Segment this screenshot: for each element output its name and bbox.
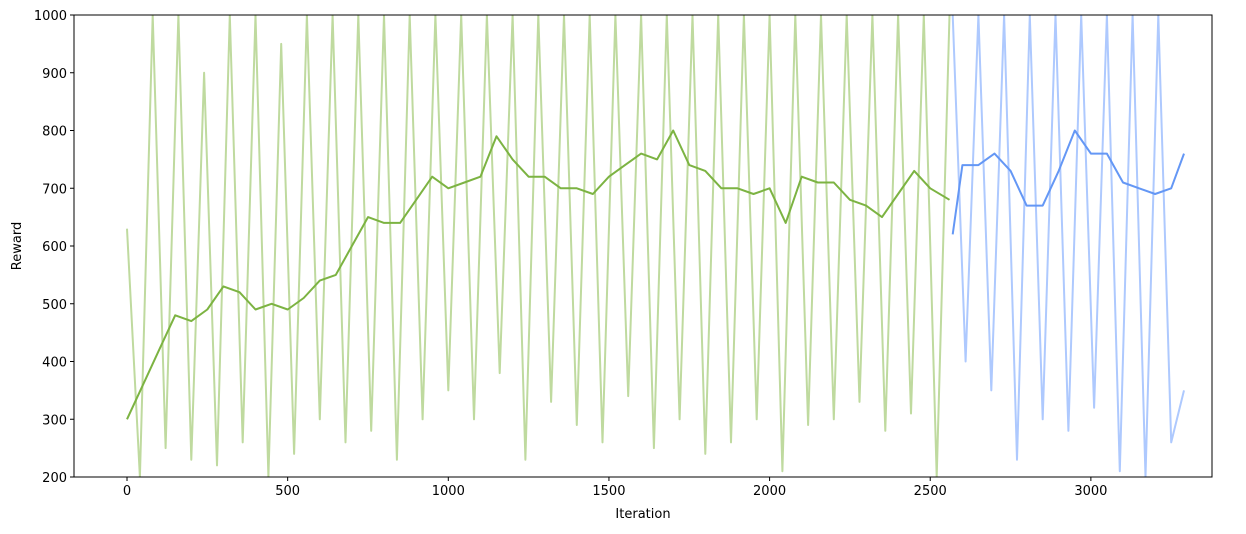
x-tick-label: 3000 [1074,484,1107,499]
x-tick-label: 500 [275,484,300,499]
x-tick-label: 1500 [592,484,625,499]
x-tick-label: 1000 [432,484,465,499]
y-tick-label: 900 [42,67,67,82]
y-tick-label: 1000 [34,9,67,24]
y-tick-label: 300 [42,413,67,428]
x-tick-label: 2500 [914,484,947,499]
y-tick-label: 700 [42,182,67,197]
series-line [126,129,951,420]
y-tick-label: 400 [42,356,67,371]
y-axis-label: Reward [10,222,25,270]
x-tick-label: 0 [123,484,131,499]
series-line [126,15,951,477]
y-tick-label: 500 [42,298,67,313]
x-tick-label: 2000 [753,484,786,499]
y-tick-label: 200 [42,471,67,486]
x-axis-label: Iteration [615,507,670,522]
y-tick-label: 800 [42,125,67,140]
series-line [951,15,1185,477]
y-tick-label: 600 [42,240,67,255]
series-line [951,129,1185,235]
